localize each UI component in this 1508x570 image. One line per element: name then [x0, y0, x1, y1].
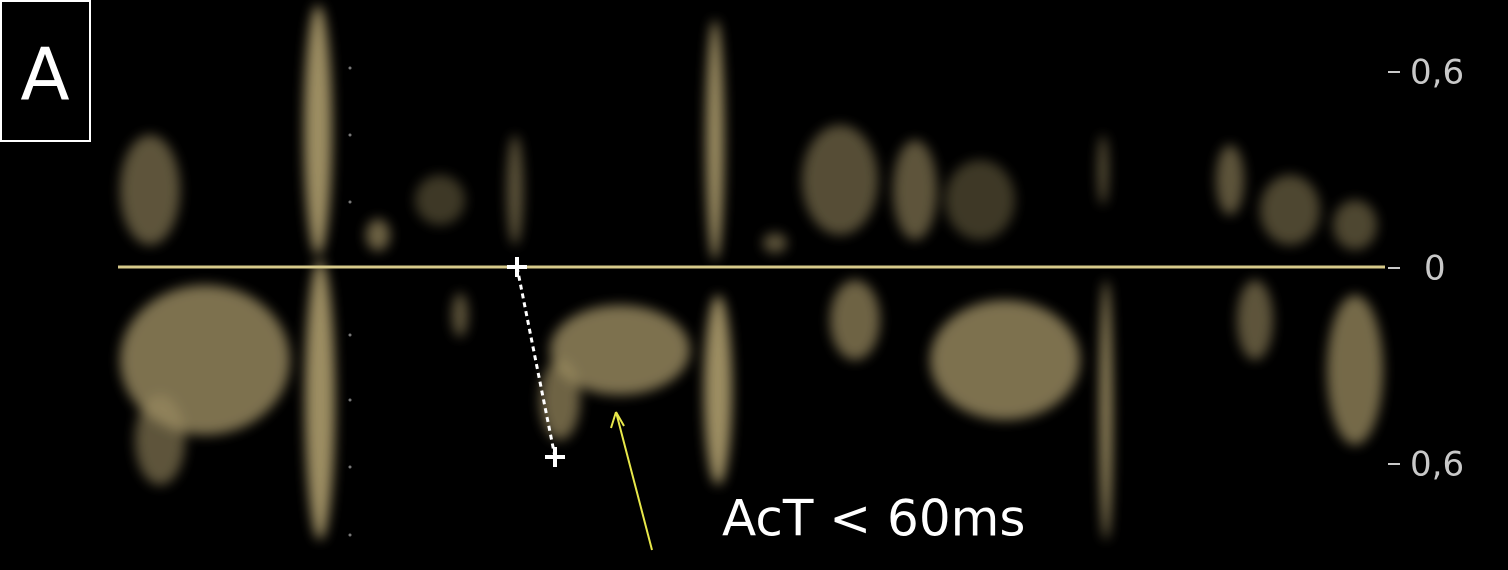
dot [348, 200, 352, 204]
signal [540, 360, 580, 440]
caliper-start [507, 257, 527, 277]
signal [1098, 135, 1108, 205]
signal [830, 280, 880, 360]
signal [1216, 145, 1244, 215]
arrow-head [610, 411, 625, 429]
scale-label: 0 [1424, 249, 1446, 289]
signal [415, 175, 465, 225]
signal [706, 20, 724, 260]
signal [1333, 200, 1377, 250]
dot [348, 398, 352, 402]
signal [930, 300, 1080, 420]
signal [1237, 280, 1273, 360]
signal [945, 160, 1015, 240]
dot [348, 133, 352, 137]
signal [1100, 280, 1112, 540]
dot [348, 66, 352, 70]
signal [120, 135, 180, 245]
annotation: AcT < 60ms [722, 490, 1025, 548]
signal [1260, 175, 1320, 245]
dot [348, 465, 352, 469]
signal [893, 140, 937, 240]
signal [704, 295, 732, 485]
doppler-spectrum [120, 5, 1383, 540]
dot [348, 333, 352, 337]
scale-label: 0,6 [1410, 53, 1464, 93]
panel-label-box [0, 0, 91, 142]
scale-dots [348, 66, 352, 537]
caliper-end [545, 447, 565, 467]
signal [1327, 295, 1383, 445]
signal [305, 260, 335, 540]
scale-label: 0,6 [1410, 445, 1464, 485]
signal [550, 305, 690, 395]
signal [304, 5, 332, 255]
arrow-shaft [615, 411, 653, 551]
signal [452, 293, 468, 337]
signal [802, 125, 878, 235]
signal [763, 233, 787, 253]
panel-label: A [20, 33, 69, 117]
dot [348, 533, 352, 537]
signal [366, 219, 390, 251]
signal [507, 135, 523, 245]
signal [135, 395, 185, 485]
